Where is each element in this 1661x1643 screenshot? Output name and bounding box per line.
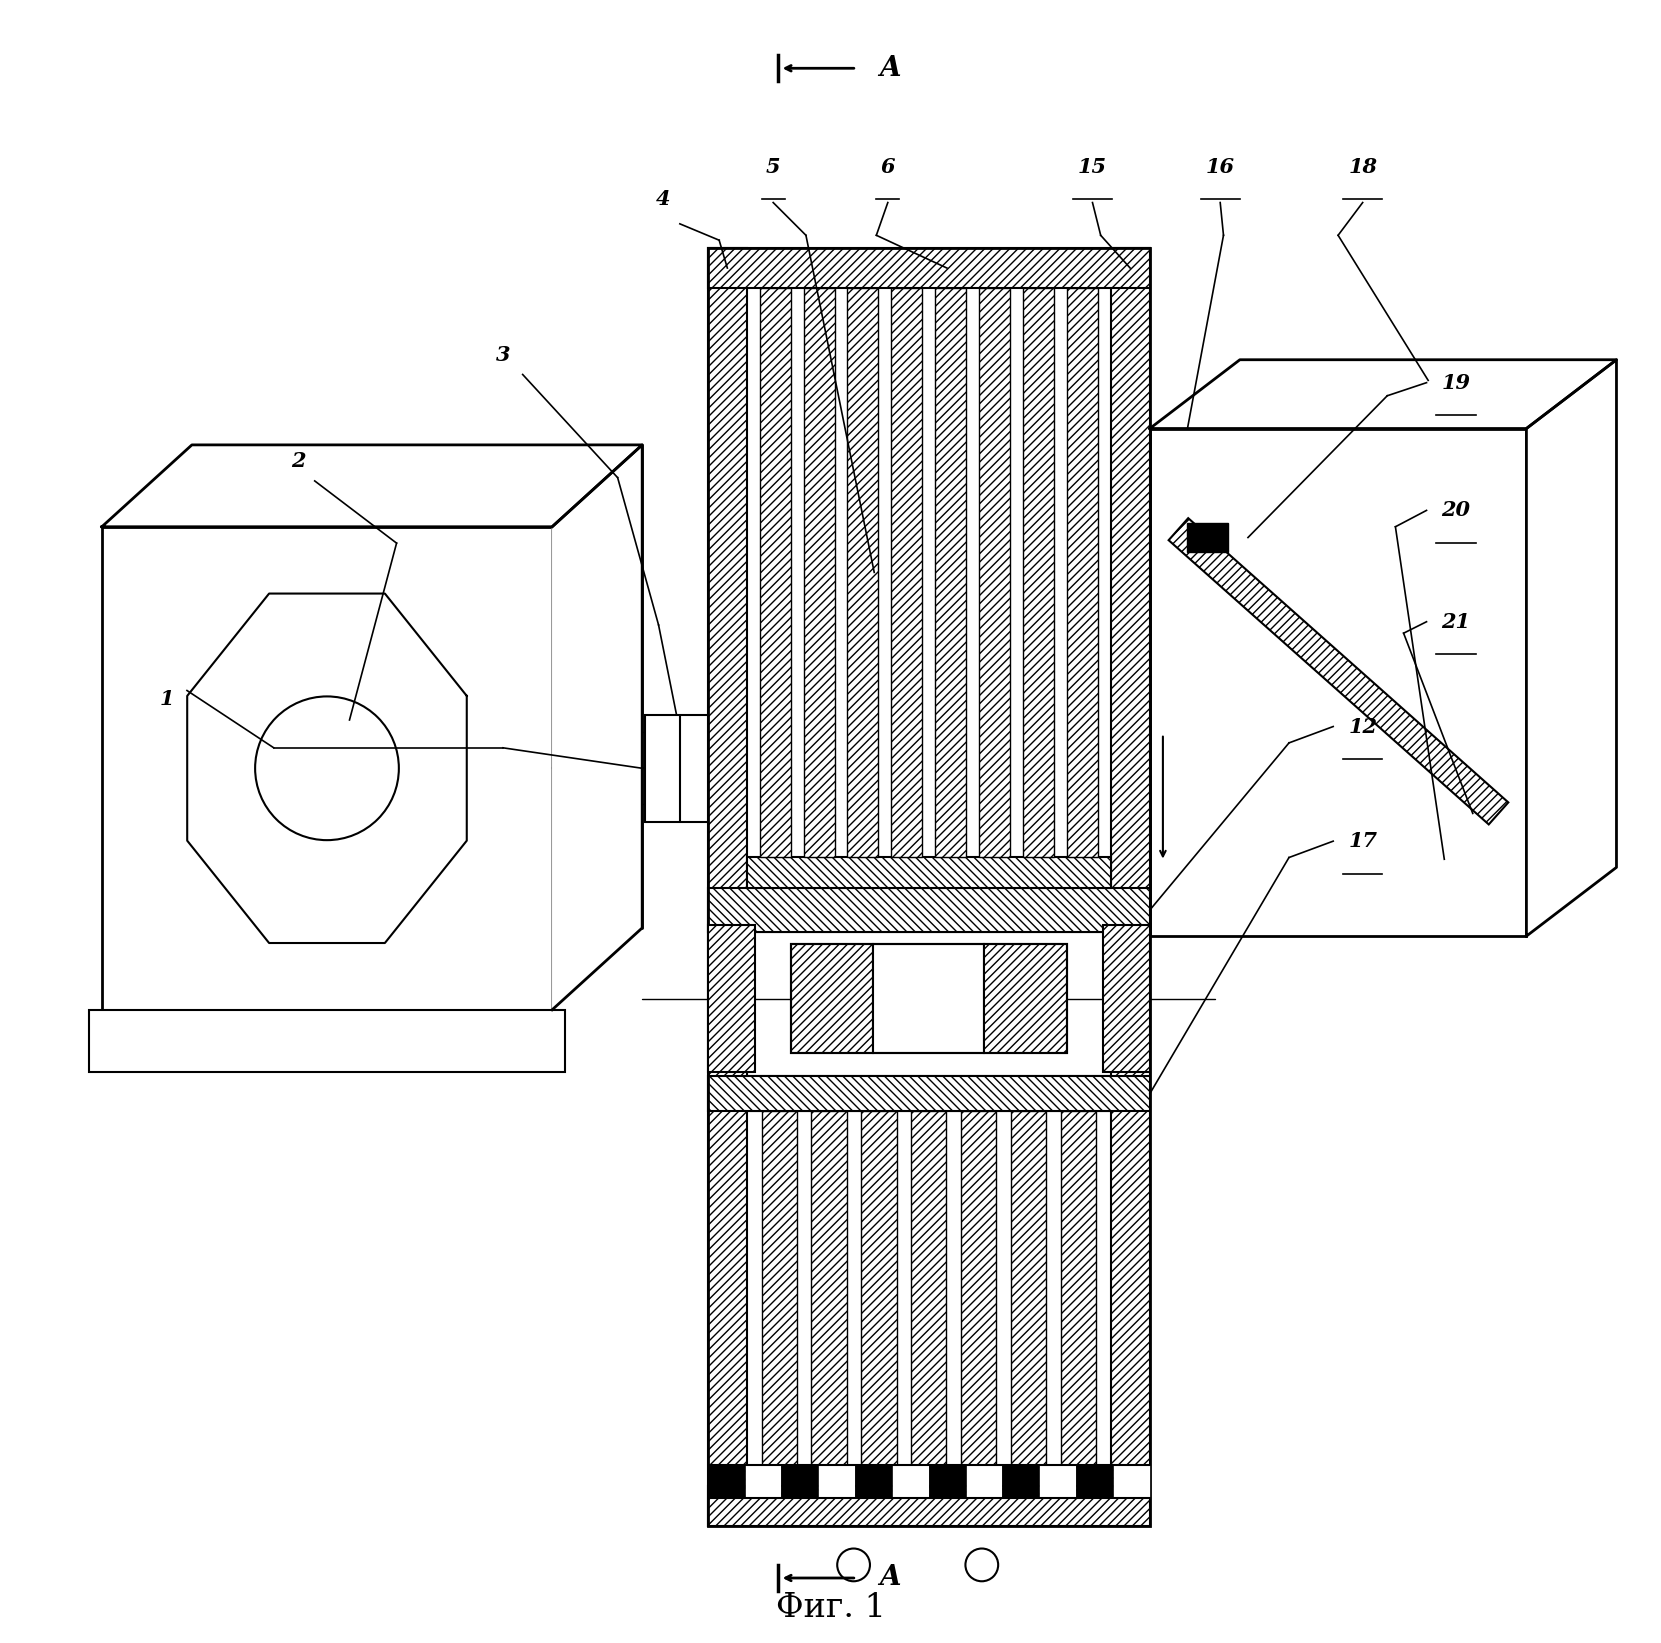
Bar <box>965 1464 1003 1498</box>
Bar <box>1149 429 1526 937</box>
Bar <box>101 527 551 1010</box>
Bar <box>874 945 983 1053</box>
Bar <box>983 945 1066 1053</box>
Text: 6: 6 <box>880 156 895 176</box>
Text: 21: 21 <box>1442 611 1470 631</box>
Bar <box>88 1010 565 1071</box>
Bar <box>1012 1111 1046 1467</box>
Text: 1: 1 <box>159 688 174 708</box>
Bar <box>708 1464 744 1498</box>
Bar <box>1066 288 1098 858</box>
Text: 18: 18 <box>1349 156 1377 176</box>
Bar <box>708 1076 1149 1111</box>
Bar <box>1061 1111 1096 1467</box>
Bar <box>1003 1464 1040 1498</box>
Bar <box>819 1464 855 1498</box>
Polygon shape <box>101 445 643 527</box>
Bar <box>646 715 708 822</box>
Bar <box>935 288 967 858</box>
Bar <box>847 288 879 858</box>
Bar <box>804 288 835 858</box>
Bar <box>791 945 1066 1053</box>
Bar <box>962 1111 997 1467</box>
Bar <box>1113 1464 1149 1498</box>
Bar <box>1186 522 1227 552</box>
Bar <box>759 288 791 858</box>
Bar <box>1023 288 1053 858</box>
Text: 4: 4 <box>656 189 671 209</box>
Bar <box>1103 925 1149 1071</box>
Bar <box>708 248 1149 288</box>
Bar <box>708 248 1149 1526</box>
Bar <box>928 1464 965 1498</box>
Text: Фиг. 1: Фиг. 1 <box>776 1592 885 1623</box>
Text: 17: 17 <box>1349 831 1377 851</box>
Text: 3: 3 <box>495 345 510 365</box>
Text: 2: 2 <box>291 452 306 472</box>
Bar <box>862 1111 897 1467</box>
Bar <box>855 1464 892 1498</box>
Text: 5: 5 <box>766 156 781 176</box>
Bar <box>892 1464 928 1498</box>
Bar <box>811 1111 847 1467</box>
Polygon shape <box>1149 360 1616 429</box>
Text: 16: 16 <box>1206 156 1234 176</box>
Bar <box>781 1464 819 1498</box>
Text: A: A <box>879 1564 900 1592</box>
Text: 12: 12 <box>1349 716 1377 736</box>
Polygon shape <box>1169 518 1508 825</box>
Bar <box>708 925 754 1071</box>
Text: 19: 19 <box>1442 373 1470 393</box>
Bar <box>791 945 874 1053</box>
Bar <box>1111 248 1149 1526</box>
Bar <box>1040 1464 1076 1498</box>
Bar <box>892 288 922 858</box>
Text: 20: 20 <box>1442 501 1470 521</box>
Text: A: A <box>879 54 900 82</box>
Text: 15: 15 <box>1078 156 1106 176</box>
Bar <box>747 858 1111 889</box>
Polygon shape <box>551 445 643 1010</box>
Bar <box>708 248 747 1526</box>
Bar <box>978 288 1010 858</box>
Bar <box>912 1111 947 1467</box>
Bar <box>761 1111 797 1467</box>
Polygon shape <box>1526 360 1616 937</box>
Bar <box>1076 1464 1113 1498</box>
Bar <box>708 1487 1149 1526</box>
Bar <box>708 889 1149 932</box>
Bar <box>744 1464 781 1498</box>
